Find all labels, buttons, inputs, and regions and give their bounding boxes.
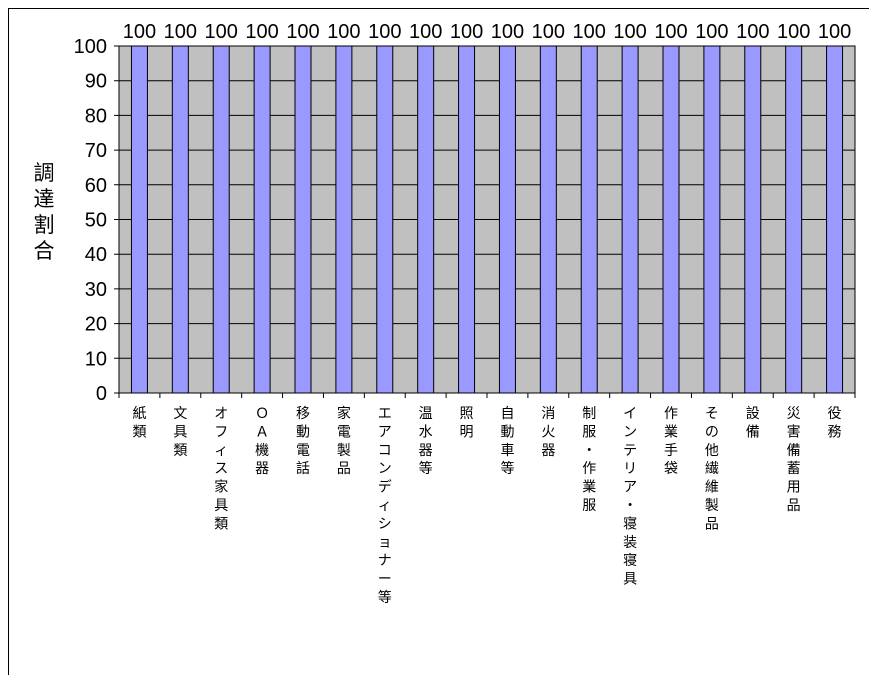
chart-frame [8,8,869,675]
y-axis-label-char: 合 [33,239,55,263]
y-tick-labels: 0 10 20 30 40 50 60 70 80 90 100 [74,36,107,405]
x-tick-label: インテリア・寝装寝具 [623,406,637,588]
bar [785,45,803,394]
bar [580,45,598,394]
data-label: 100 [164,21,197,43]
bar [826,45,844,394]
x-tick-label: ＯＡ機器 [255,406,269,477]
data-label: 100 [368,21,401,43]
data-label: 100 [286,21,319,43]
bar [744,45,762,394]
y-tick-label: 10 [85,348,107,370]
x-tick-labels: 紙類 文具類 オフィス家具類 ＯＡ機器 移動電話 家電製品 エアコンディショナー等 温水器等 照… [132,405,841,606]
y-tick-label: 0 [96,383,107,405]
data-labels: 100 100 100 100 100 100 100 100 100 100 100 100 100 1… [123,21,851,43]
data-label: 100 [532,21,565,43]
bar [253,45,271,394]
x-tick-label: 役務 [828,406,842,440]
bar [539,45,557,394]
data-label: 100 [491,21,524,43]
y-tick-label: 50 [85,210,107,232]
data-label: 100 [613,21,646,43]
x-tick-label: 家電製品 [337,405,351,477]
y-axis-label-char: 割 [33,213,55,237]
bars [130,45,844,394]
data-label: 100 [573,21,606,43]
x-tick-label: 自動車等 [500,406,514,477]
x-tick-label: オフィス家具類 [214,406,228,532]
y-axis-label: 調達割合 [30,160,58,264]
x-tick-label: 災害備蓄用品 [787,406,801,514]
data-label: 100 [327,21,360,43]
bar [212,45,230,394]
x-tick-label: 消火器 [541,406,555,459]
y-tick-label: 40 [85,244,107,266]
bar [294,45,312,394]
x-tick-label: 移動電話 [296,406,310,477]
bar [621,45,639,394]
x-tick-label: 制服・作業服 [582,406,596,514]
y-tick-label: 70 [85,140,107,162]
y-axis-label-char: 達 [33,187,55,211]
bar [376,45,394,394]
data-label: 100 [205,21,238,43]
y-tick-label: 90 [85,71,107,93]
data-label: 100 [777,21,810,43]
x-tick-label: 照明 [460,406,474,440]
y-tick-label: 30 [85,279,107,301]
data-label: 100 [409,21,442,43]
data-label: 100 [695,21,728,43]
bar [130,45,148,394]
data-label: 100 [450,21,483,43]
data-label: 100 [123,21,156,43]
gridlines [114,45,856,398]
bar [662,45,680,394]
bar [171,45,189,394]
x-tick-label: その他繊維製品 [705,406,719,532]
x-tick-label: エアコンディショナー等 [378,406,392,606]
x-tick-label: 温水器等 [419,406,433,477]
x-tick-label: 作業手袋 [664,406,678,477]
data-label: 100 [736,21,769,43]
y-tick-label: 20 [85,314,107,336]
y-tick-label: 60 [85,175,107,197]
x-tick-label: 紙類 [132,406,146,440]
bar [335,45,353,394]
y-axis-label-char: 調 [33,161,55,185]
x-tick-label: 文具類 [173,406,187,459]
y-tick-label: 80 [85,105,107,127]
bar [458,45,476,394]
data-label: 100 [818,21,851,43]
y-tick-label: 100 [74,36,107,58]
bar [498,45,516,394]
bar [417,45,435,394]
bar [703,45,721,394]
data-label: 100 [654,21,687,43]
data-label: 100 [245,21,278,43]
x-tick-label: 設備 [746,406,760,440]
